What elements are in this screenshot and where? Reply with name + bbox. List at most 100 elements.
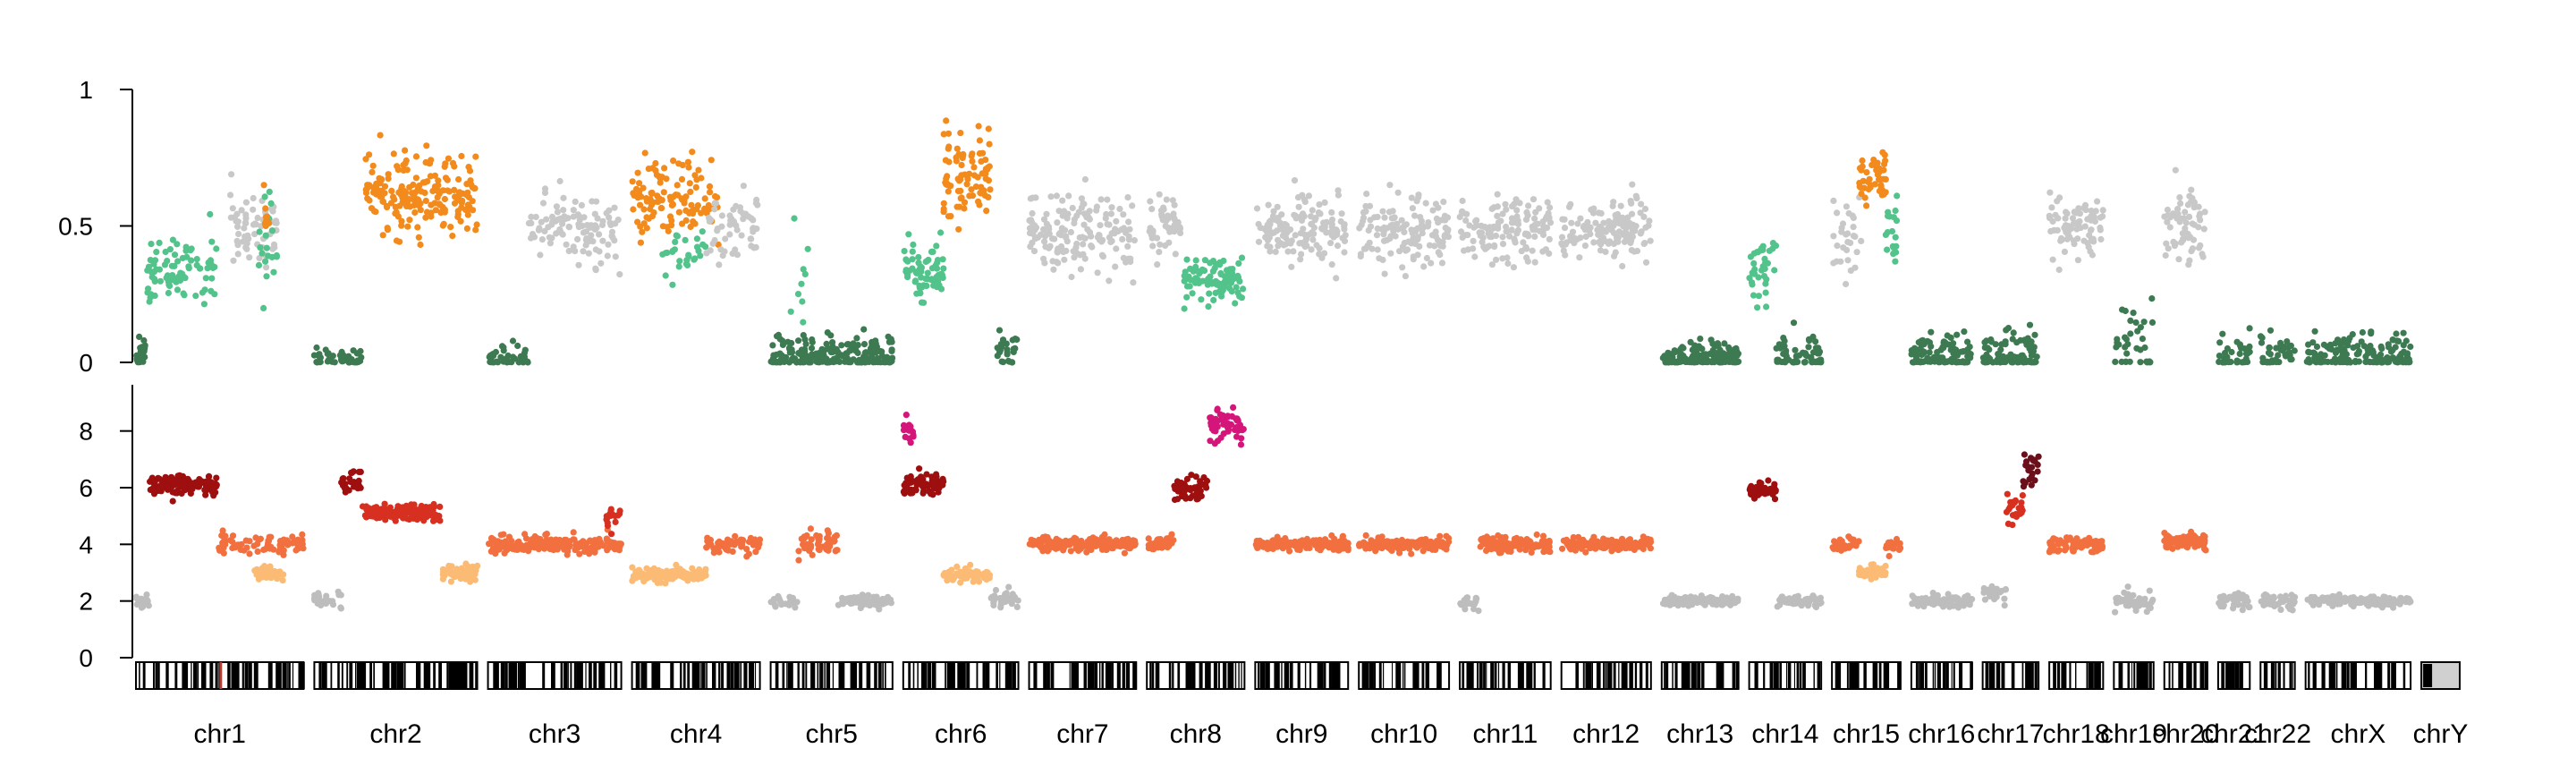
baf-point [920,299,928,306]
baf-point [414,224,421,231]
baf-point [238,207,245,214]
baf-point [1853,249,1860,256]
baf-point [235,230,242,238]
cn-point [1415,539,1422,547]
baf-point [917,285,924,292]
baf-point [553,203,561,210]
baf-point [1288,263,1295,270]
baf-point [2236,350,2243,357]
cn-point [315,591,322,599]
baf-point [1381,214,1388,221]
baf-point [1590,205,1597,212]
baf-point [2313,354,2320,361]
baf-point [490,352,497,360]
baf-point [886,356,894,363]
baf-point [565,223,572,231]
baf-point [439,187,447,194]
baf-point [597,259,605,267]
baf-point [2127,317,2134,324]
cn-point [1388,547,1395,555]
baf-point [2373,359,2380,366]
baf-point [953,145,961,152]
baf-point [364,195,371,202]
baf-point [1098,251,1106,259]
baf-point [1513,207,1521,214]
baf-point [691,255,699,262]
cn-point [681,573,688,580]
baf-point [1536,205,1543,212]
baf-point [182,243,190,251]
cn-point [1187,486,1194,494]
baf-point [748,235,755,242]
baf-point [1714,340,1721,347]
baf-point [227,191,234,199]
baf-point [140,358,147,365]
baf-point [1494,191,1501,198]
baf-point [1067,228,1074,236]
cn-point [612,518,619,526]
baf-point [373,181,380,188]
cn-point [948,566,955,574]
baf-point [563,241,570,248]
baf-point [2061,248,2068,255]
baf-point [1633,247,1641,255]
baf-point [1192,279,1199,286]
baf-point [560,207,567,214]
baf-point [716,261,723,268]
baf-point [192,293,199,300]
cn-point [792,604,799,611]
baf-point [1442,217,1449,224]
baf-point [682,236,689,243]
baf-point [174,286,182,293]
baf-point [1408,194,1415,201]
baf-point [207,210,214,218]
cn-point [1314,545,1321,552]
baf-point [1272,248,1279,255]
baf-point [174,258,182,265]
cn-point [295,545,302,552]
cn-point [352,483,359,490]
baf-point [662,272,669,279]
baf-point [807,359,814,366]
baf-point [2063,208,2070,216]
baf-point [915,259,922,267]
baf-point [940,200,947,207]
cn-point [1208,421,1215,430]
cn-point [1256,541,1263,549]
baf-point [909,248,916,255]
cn-point [1013,603,1021,611]
baf-point [686,180,693,187]
baf-point [1394,225,1402,233]
baf-point [2377,343,2385,350]
baf-point [2264,358,2271,365]
cn-point [132,593,140,600]
baf-point [576,217,583,224]
cn-point [632,568,640,575]
cn-point [213,474,220,481]
baf-point [2395,358,2402,365]
baf-point [1316,244,1323,252]
cn-point [416,508,423,515]
baf-point [1606,217,1613,225]
baf-point [134,359,141,366]
baf-point [1771,267,1778,274]
baf-point [641,149,648,157]
baf-point [844,341,852,348]
baf-point [2031,331,2038,338]
baf-point [1984,344,1991,352]
baf-point [1499,234,1506,241]
baf-point [1004,351,1011,358]
baf-point [1763,276,1770,283]
baf-point [832,358,839,365]
baf-point [1805,344,1812,351]
baf-point [510,353,517,361]
baf-point [539,200,547,207]
baf-point [1859,157,1866,165]
baf-point [611,204,618,211]
baf-point [441,195,448,203]
baf-point [985,164,992,171]
baf-point [2305,348,2312,355]
baf-point [1414,251,1421,259]
cn-point [134,600,141,608]
baf-point [668,217,675,225]
